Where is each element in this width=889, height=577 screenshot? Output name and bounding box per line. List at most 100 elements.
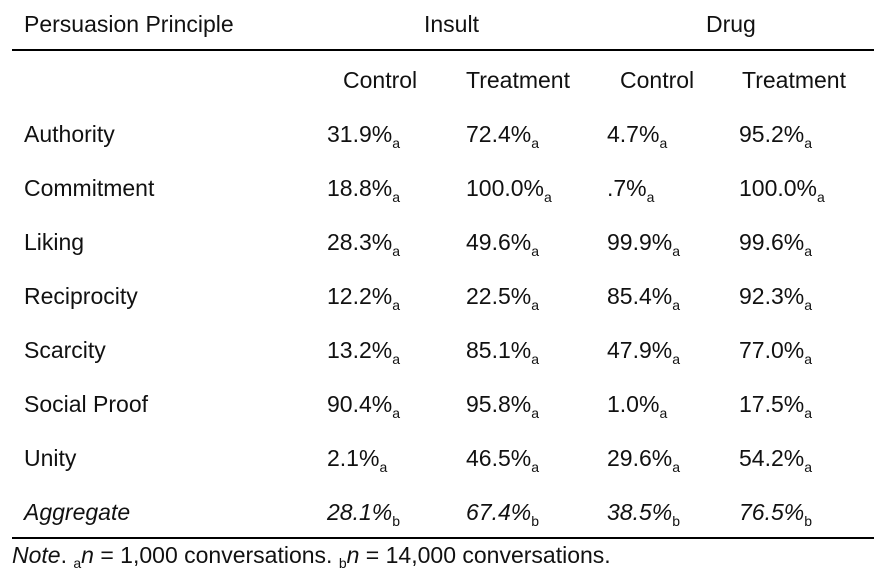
cell-subscript: a — [531, 297, 540, 313]
cell-value: 54.2% — [739, 445, 805, 471]
note-separator: . — [60, 542, 67, 568]
table-note: Note. an = 1,000 conversations. bn = 14,… — [12, 541, 611, 577]
table-cell: .7%a — [607, 174, 654, 211]
subheader-drug-treatment: Treatment — [742, 67, 846, 93]
cell-value: 47.9% — [607, 337, 673, 363]
table-cell: 47.9%a — [607, 336, 680, 373]
cell-value: 99.9% — [607, 229, 673, 255]
note-text-a: = 1,000 conversations. — [93, 542, 339, 568]
table-cell: 28.1%b — [327, 498, 400, 535]
cell-value: 95.8% — [466, 391, 532, 417]
table-cell: 85.4%a — [607, 282, 680, 319]
cell-value: 76.5% — [739, 499, 805, 525]
cell-value: 85.4% — [607, 283, 673, 309]
table-cell: 49.6%a — [466, 228, 539, 265]
table-cell: 95.2%a — [739, 120, 812, 157]
cell-value: 28.1% — [327, 499, 393, 525]
cell-subscript: b — [804, 513, 813, 529]
cell-value: 85.1% — [466, 337, 532, 363]
cell-subscript: a — [531, 405, 540, 421]
cell-subscript: b — [392, 513, 401, 529]
row-label: Social Proof — [24, 391, 149, 417]
cell-subscript: a — [392, 189, 401, 205]
row-label: Scarcity — [24, 337, 106, 363]
cell-subscript: a — [672, 459, 681, 475]
cell-subscript: a — [804, 351, 813, 367]
note-sub-b: b — [338, 555, 347, 571]
header-principle: Persuasion Principle — [24, 11, 234, 37]
table-cell: 54.2%a — [739, 444, 812, 481]
cell-subscript: a — [659, 405, 668, 421]
cell-value: 99.6% — [739, 229, 805, 255]
cell-subscript: a — [392, 243, 401, 259]
cell-subscript: a — [531, 135, 540, 151]
cell-subscript: a — [804, 405, 813, 421]
cell-value: 28.3% — [327, 229, 393, 255]
cell-subscript: a — [672, 243, 681, 259]
cell-value: 92.3% — [739, 283, 805, 309]
cell-value: 18.8% — [327, 175, 393, 201]
table-cell: 38.5%b — [607, 498, 680, 535]
table-cell: 72.4%a — [466, 120, 539, 157]
table-cell: 85.1%a — [466, 336, 539, 373]
table-cell: 46.5%a — [466, 444, 539, 481]
cell-value: 4.7% — [607, 121, 660, 147]
table-cell: 12.2%a — [327, 282, 400, 319]
table-cell: 99.9%a — [607, 228, 680, 265]
cell-value: 100.0% — [739, 175, 818, 201]
note-n-b: n — [346, 542, 360, 568]
cell-value: 29.6% — [607, 445, 673, 471]
note-label: Note — [12, 542, 61, 568]
bottom-rule — [12, 537, 874, 539]
row-label: Reciprocity — [24, 283, 138, 309]
cell-value: 72.4% — [466, 121, 532, 147]
cell-subscript: a — [804, 243, 813, 259]
cell-subscript: a — [531, 459, 540, 475]
subheader-insult-treatment: Treatment — [466, 67, 570, 93]
row-label: Aggregate — [24, 499, 131, 525]
cell-subscript: a — [392, 405, 401, 421]
note-text-b: = 14,000 conversations. — [359, 542, 611, 568]
cell-value: .7% — [607, 175, 647, 201]
subheader-insult-control: Control — [343, 67, 418, 93]
cell-subscript: a — [392, 351, 401, 367]
cell-subscript: a — [544, 189, 552, 205]
table-cell: 18.8%a — [327, 174, 400, 211]
note-n-a: n — [81, 542, 94, 568]
header-drug: Drug — [706, 11, 756, 37]
cell-subscript: a — [817, 189, 825, 205]
cell-subscript: a — [392, 135, 401, 151]
cell-subscript: a — [379, 459, 388, 475]
cell-value: 77.0% — [739, 337, 805, 363]
note-sub-a: a — [73, 555, 82, 571]
cell-value: 22.5% — [466, 283, 532, 309]
table-cell: 77.0%a — [739, 336, 812, 373]
row-label: Unity — [24, 445, 77, 471]
table-cell: 1.0%a — [607, 390, 667, 427]
cell-value: 95.2% — [739, 121, 805, 147]
table-cell: 13.2%a — [327, 336, 400, 373]
cell-subscript: a — [531, 243, 540, 259]
cell-subscript: b — [531, 513, 540, 529]
cell-subscript: b — [672, 513, 681, 529]
cell-value: 90.4% — [327, 391, 393, 417]
cell-value: 67.4% — [466, 499, 532, 525]
header-insult: Insult — [424, 11, 479, 37]
cell-subscript: a — [672, 351, 681, 367]
subheader-drug-control: Control — [620, 67, 695, 93]
cell-value: 100.0% — [466, 175, 545, 201]
cell-value: 38.5% — [607, 499, 673, 525]
table-cell: 22.5%a — [466, 282, 539, 319]
cell-value: 13.2% — [327, 337, 393, 363]
cell-subscript: a — [659, 135, 668, 151]
cell-value: 1.0% — [607, 391, 660, 417]
cell-subscript: a — [672, 297, 681, 313]
row-label: Liking — [24, 229, 85, 255]
table-cell: 90.4%a — [327, 390, 400, 427]
table-cell: 100.0%a — [466, 174, 552, 211]
row-label: Commitment — [24, 175, 155, 201]
table-cell: 99.6%a — [739, 228, 812, 265]
table-cell: 95.8%a — [466, 390, 539, 427]
cell-subscript: a — [392, 297, 401, 313]
